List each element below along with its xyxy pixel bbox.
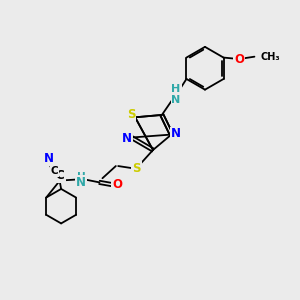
Text: N: N (171, 128, 181, 140)
Text: S: S (127, 108, 136, 122)
Text: N: N (44, 152, 54, 165)
Text: O: O (234, 52, 244, 66)
Text: H
N: H N (171, 84, 181, 105)
Text: H: H (77, 172, 85, 182)
Text: CH₃: CH₃ (261, 52, 280, 62)
Text: O: O (112, 178, 122, 191)
Text: C: C (50, 167, 58, 176)
Text: N: N (76, 176, 86, 189)
Text: S: S (132, 162, 141, 175)
Text: C: C (56, 169, 64, 182)
Text: N: N (122, 132, 132, 145)
